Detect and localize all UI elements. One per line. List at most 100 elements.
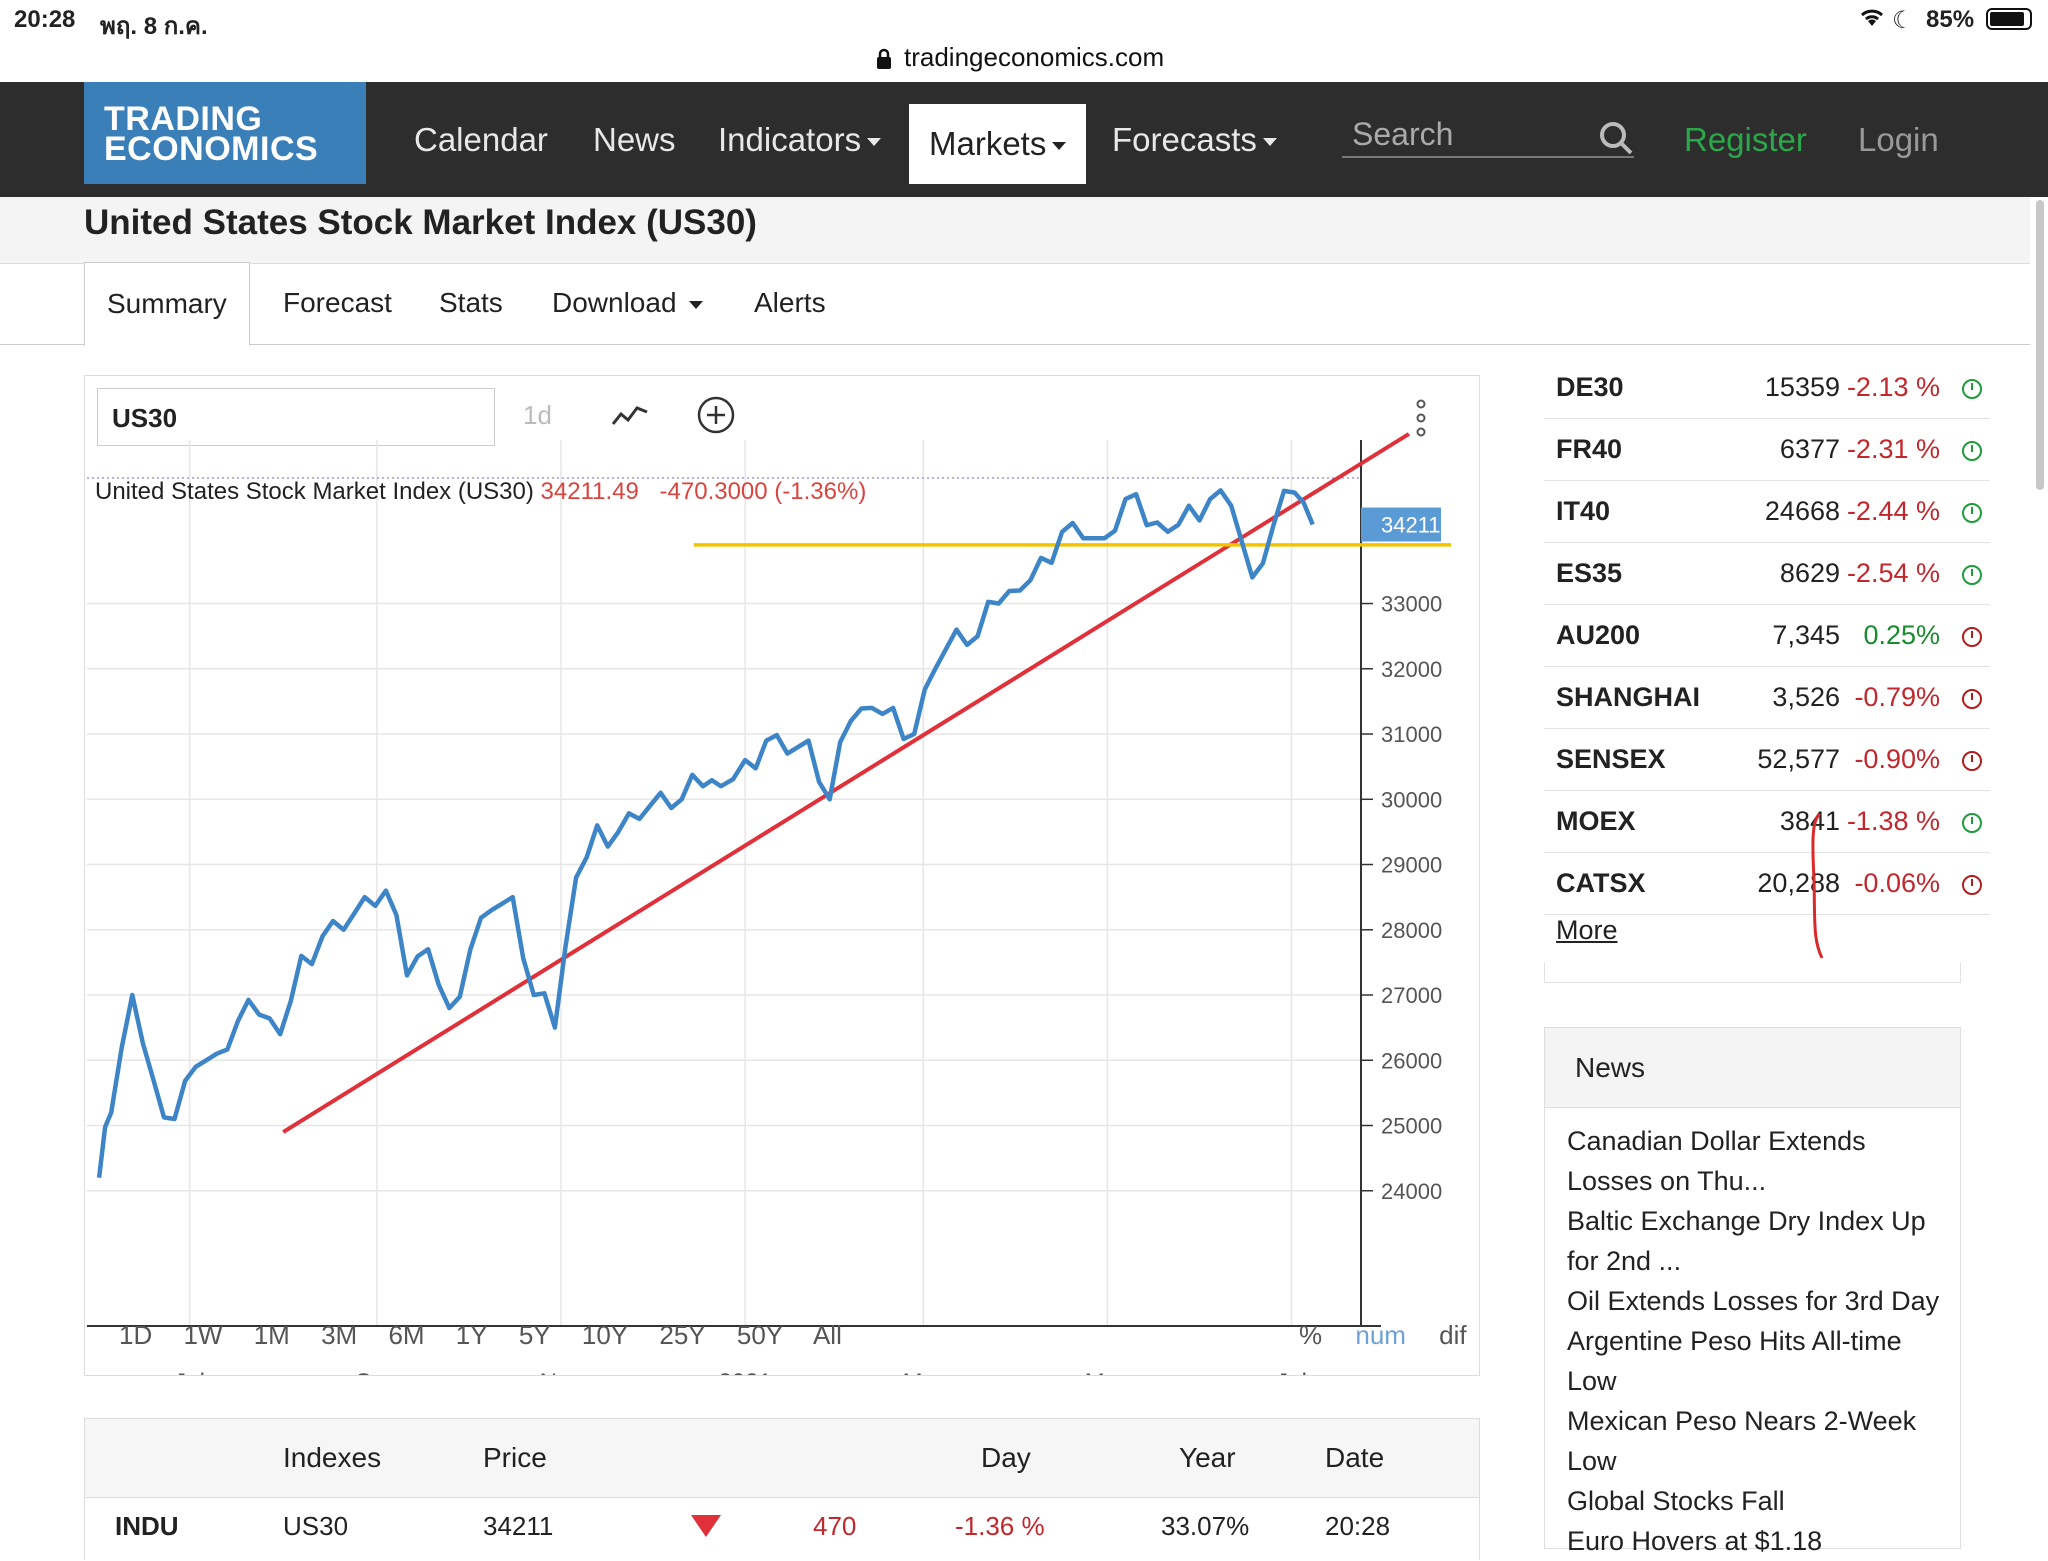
news-item[interactable]: Argentine Peso Hits All-time Low — [1567, 1326, 1902, 1396]
range-6m[interactable]: 6M — [388, 1320, 425, 1350]
moon-icon: ☾ — [1892, 7, 1914, 34]
y-tick-label: 28000 — [1381, 918, 1442, 943]
nav-calendar[interactable]: Calendar — [414, 121, 548, 158]
range-50y[interactable]: 50Y — [736, 1320, 784, 1350]
browser-url-bar[interactable]: tradingeconomics.com — [0, 40, 2048, 82]
market-change: -2.31 % — [1846, 434, 1940, 464]
market-change: -2.44 % — [1846, 496, 1940, 526]
interval-selector[interactable]: 1d — [523, 400, 552, 430]
x-tick-label: Mar — [903, 1369, 944, 1375]
market-change: -0.06% — [1854, 868, 1940, 898]
x-tick-label: Jul — [1276, 1369, 1307, 1375]
range-all[interactable]: All — [812, 1320, 842, 1350]
market-row-de30[interactable]: DE30 15359 -2.13 % — [1544, 357, 1990, 419]
market-row-moex[interactable]: MOEX 3841 -1.38 % — [1544, 791, 1990, 853]
more-options-icon[interactable] — [1415, 398, 1427, 443]
news-header: News — [1545, 1028, 1960, 1108]
range-25y[interactable]: 25Y — [659, 1320, 706, 1350]
market-row-au200[interactable]: AU200 7,345 0.25% — [1544, 605, 1990, 667]
news-item[interactable]: Baltic Exchange Dry Index Up for 2nd ... — [1567, 1206, 1926, 1276]
market-price: 52,577 — [1757, 744, 1840, 774]
y-tick-label: 32000 — [1381, 657, 1442, 682]
row-date: 20:28 — [1325, 1511, 1391, 1541]
price-chart[interactable]: 33000 32000 31000 30000 29000 28000 27000 26000… — [85, 376, 1479, 1375]
add-indicator-icon[interactable] — [697, 396, 735, 439]
market-name[interactable]: IT40 — [1556, 496, 1611, 526]
market-name[interactable]: SHANGHAI — [1556, 682, 1701, 712]
market-name[interactable]: MOEX — [1556, 806, 1636, 836]
mode-num[interactable]: num — [1355, 1320, 1406, 1350]
clock-icon — [1962, 875, 1982, 895]
range-1w[interactable]: 1W — [183, 1320, 223, 1350]
range-1y[interactable]: 1Y — [455, 1320, 488, 1350]
clock-icon — [1962, 565, 1982, 585]
news-item[interactable]: Global Stocks Fall — [1567, 1486, 1785, 1516]
clock-icon — [1962, 689, 1982, 709]
line-chart-icon[interactable] — [611, 400, 649, 435]
range-3m[interactable]: 3M — [321, 1320, 358, 1350]
row-symbol[interactable]: INDU — [115, 1511, 179, 1541]
nav-forecasts[interactable]: Forecasts — [1112, 82, 1277, 197]
tab-stats[interactable]: Stats — [439, 287, 503, 318]
news-item[interactable]: Canadian Dollar Extends Losses on Thu... — [1567, 1126, 1866, 1196]
markets-widget-bottom — [1544, 962, 1961, 983]
market-price: 20,288 — [1757, 868, 1840, 898]
market-row-sensex[interactable]: SENSEX 52,577 -0.90% — [1544, 729, 1990, 791]
market-row-shanghai[interactable]: SHANGHAI 3,526 -0.79% — [1544, 667, 1990, 729]
page-scrollbar[interactable] — [2036, 200, 2044, 490]
tab-forecast[interactable]: Forecast — [283, 287, 392, 318]
y-tick-label: 30000 — [1381, 787, 1442, 812]
lock-icon — [876, 46, 892, 77]
search-icon[interactable] — [1598, 120, 1634, 161]
markets-more-link[interactable]: More — [1556, 915, 1618, 945]
market-change: -2.13 % — [1846, 372, 1940, 402]
chart-panel: US30 1d 33000 32000 31000 30000 29000 28000 27… — [84, 375, 1480, 1376]
legend-price: 34211.49 — [540, 478, 639, 505]
trading-economics-logo[interactable]: TRADING ECONOMICS — [84, 82, 366, 184]
login-link[interactable]: Login — [1858, 121, 1939, 158]
news-item[interactable]: Oil Extends Losses for 3rd Day — [1567, 1286, 1940, 1316]
register-link[interactable]: Register — [1684, 121, 1807, 158]
nav-markets[interactable]: Markets — [909, 104, 1087, 184]
market-name[interactable]: FR40 — [1556, 434, 1623, 464]
ios-status-bar: 20:28 พฤ. 8 ก.ค. ☾ 85% — [0, 0, 2048, 40]
news-item[interactable]: Mexican Peso Nears 2-Week Low — [1567, 1406, 1917, 1476]
tab-alerts[interactable]: Alerts — [754, 287, 826, 318]
market-price: 24668 — [1764, 496, 1840, 526]
legend-change: -470.3000 (-1.36%) — [659, 478, 867, 505]
nav-indicators[interactable]: Indicators — [718, 82, 882, 197]
market-name[interactable]: SENSEX — [1556, 744, 1666, 774]
range-5y[interactable]: 5Y — [518, 1320, 551, 1350]
market-name[interactable]: DE30 — [1556, 372, 1624, 402]
tab-summary[interactable]: Summary — [84, 262, 250, 346]
market-row-fr40[interactable]: FR40 6377 -2.31 % — [1544, 419, 1990, 481]
range-10y[interactable]: 10Y — [581, 1320, 629, 1350]
clock-icon — [1962, 751, 1982, 771]
chevron-down-icon — [688, 300, 703, 309]
symbol-input[interactable]: US30 — [97, 388, 495, 446]
range-1d[interactable]: 1D — [119, 1320, 153, 1350]
series-line-us30 — [96, 488, 1315, 1178]
market-change: -0.90% — [1854, 744, 1940, 774]
market-row-it40[interactable]: IT40 24668 -2.44 % — [1544, 481, 1990, 543]
market-name[interactable]: CATSX — [1556, 868, 1646, 898]
mode-dif[interactable]: dif — [1439, 1320, 1467, 1350]
market-name[interactable]: ES35 — [1556, 558, 1623, 588]
search-input[interactable]: Search — [1342, 112, 1634, 158]
col-header-indexes: Indexes — [283, 1442, 382, 1473]
market-name[interactable]: AU200 — [1556, 620, 1641, 650]
market-row-catsx[interactable]: CATSX 20,288 -0.06% — [1544, 853, 1990, 915]
market-change: -2.54 % — [1846, 558, 1940, 588]
tab-download[interactable]: Download — [552, 262, 703, 344]
market-price: 7,345 — [1772, 620, 1840, 650]
mode-buttons: % num dif — [1299, 1320, 1467, 1351]
market-row-es35[interactable]: ES35 8629 -2.54 % — [1544, 543, 1990, 605]
range-1m[interactable]: 1M — [253, 1320, 290, 1350]
mode-percent[interactable]: % — [1299, 1320, 1323, 1350]
chart-legend: United States Stock Market Index (US30) … — [95, 478, 866, 506]
nav-news[interactable]: News — [593, 121, 676, 158]
chart-grid — [87, 440, 1361, 1326]
market-price: 3841 — [1779, 806, 1840, 836]
news-item[interactable]: Euro Hovers at $1.18 — [1567, 1526, 1823, 1556]
wifi-icon — [1858, 4, 1886, 37]
